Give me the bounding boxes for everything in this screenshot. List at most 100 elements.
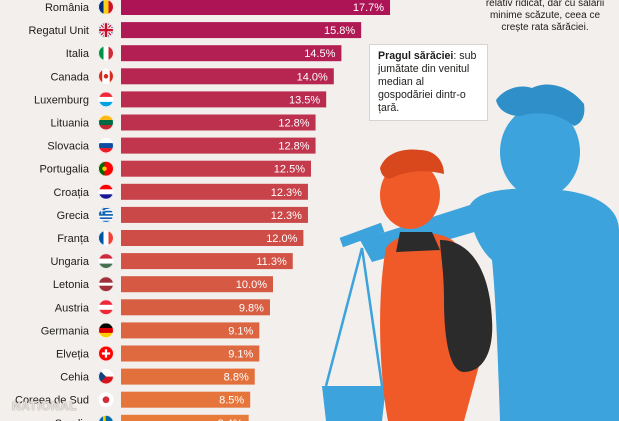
value-label: 12.5% [274, 164, 305, 176]
flag-part [98, 219, 114, 222]
value-label: 8.5% [219, 395, 244, 407]
flag-part [98, 0, 104, 15]
bar [121, 230, 304, 246]
flag-part [108, 45, 114, 61]
bar [121, 368, 255, 385]
flag-part [98, 212, 114, 215]
balance-scale [324, 210, 607, 387]
country-label: Lituania [50, 118, 89, 130]
value-label: 11.3% [256, 256, 287, 268]
bar [121, 345, 260, 362]
flag-part [103, 45, 109, 61]
country-label: Austria [55, 302, 90, 314]
bar [121, 183, 308, 200]
flag-part [98, 189, 114, 195]
bar [121, 45, 342, 62]
bar-row: 14.5% Italia [66, 45, 342, 62]
flag-part [98, 369, 114, 377]
flag-part [98, 309, 114, 316]
flag-ring [98, 207, 114, 223]
bar [121, 114, 316, 131]
flag-icon-lu [98, 91, 114, 108]
bar [121, 137, 316, 154]
flag-part [98, 217, 114, 220]
flag-icon-pt [98, 161, 114, 177]
bar-row: 8.5% Coreea de Sud [15, 391, 251, 408]
flag-part [98, 125, 114, 131]
flag-icon-it [98, 45, 114, 61]
bar-row: 12.5% Portugalia [39, 160, 311, 177]
scale-illustration [322, 84, 619, 421]
flag-icon-se [98, 415, 114, 421]
flag-icon-lt [98, 115, 114, 131]
bar-row: 12.3% Croația [54, 183, 308, 200]
bar-row: 12.8% Slovacia [47, 137, 316, 154]
flag-part [98, 215, 114, 218]
country-label: Germania [41, 325, 90, 337]
bar-row: 10.0% Letonia [53, 276, 273, 293]
flag-part [103, 230, 109, 246]
intro-note: relativ ridicat, dar cu salarii minime s… [474, 0, 616, 34]
bar [121, 391, 251, 408]
flag-part [98, 148, 114, 154]
bar-row: 11.3% Ungaria [50, 253, 293, 270]
flag-ring [98, 0, 114, 15]
value-label: 12.0% [266, 233, 297, 245]
maple-leaf [103, 74, 109, 79]
flag-part [98, 120, 114, 126]
flag-emblem [102, 166, 107, 171]
bar-row: 14.0% Canada [50, 68, 334, 85]
value-label: 12.3% [271, 210, 302, 222]
flag-ring [98, 45, 114, 61]
flag-triangle [98, 369, 106, 385]
bar-row: 12.0% Franța [57, 230, 304, 246]
value-label: 12.8% [278, 141, 309, 153]
flag-icon-ro [98, 0, 114, 15]
bar-row: 8.4% Suedia [55, 414, 249, 421]
flag-ring [98, 253, 114, 269]
flag-icon-lv [98, 276, 114, 292]
adult-figure [339, 84, 619, 421]
flag-part [98, 210, 106, 212]
flag-part [98, 220, 114, 223]
flag-emblem [102, 396, 110, 404]
bar-row: 12.3% Grecia [57, 206, 308, 223]
flag-part [98, 214, 114, 217]
bar [121, 206, 308, 223]
value-label: 12.3% [271, 187, 302, 199]
flag-icon-cz [98, 369, 114, 385]
flag-icon-kr [98, 392, 114, 408]
flag-icon-gb [98, 22, 114, 38]
country-label: Canada [50, 71, 89, 83]
flag-ring [98, 322, 114, 339]
flag-part [98, 415, 114, 421]
value-label: 8.4% [218, 418, 243, 421]
bar [121, 253, 293, 270]
flag-ring [98, 115, 114, 131]
flag-part [98, 161, 105, 177]
flag-icon-de [98, 322, 114, 339]
value-label: 17.7% [353, 2, 384, 14]
bar-row: 9.8% Austria [55, 299, 270, 316]
country-label: Suedia [55, 418, 90, 421]
value-label: 14.5% [304, 48, 335, 60]
bar-row: 9.1% Elveția [56, 345, 260, 362]
flag-ring [98, 299, 114, 316]
flag-part [103, 0, 109, 15]
bar-row: 12.8% Lituania [50, 114, 316, 131]
flag-part [98, 194, 114, 200]
note-body: : sub jumătate din venitul median al gos… [378, 50, 477, 114]
flag-ring [98, 184, 114, 200]
country-label: Luxemburg [34, 94, 89, 106]
flag-part [98, 143, 114, 149]
flag-part [98, 253, 114, 259]
flag-part [98, 299, 114, 306]
flag-icon-sk [98, 138, 114, 154]
flag-part [98, 101, 114, 108]
country-label: Italia [66, 48, 90, 60]
bar [121, 322, 260, 339]
intro-note-line-2: minime scăzute, ceea ce [489, 10, 601, 21]
flag-part [98, 28, 114, 32]
bar-row: 8.8% Cehia [60, 368, 255, 385]
